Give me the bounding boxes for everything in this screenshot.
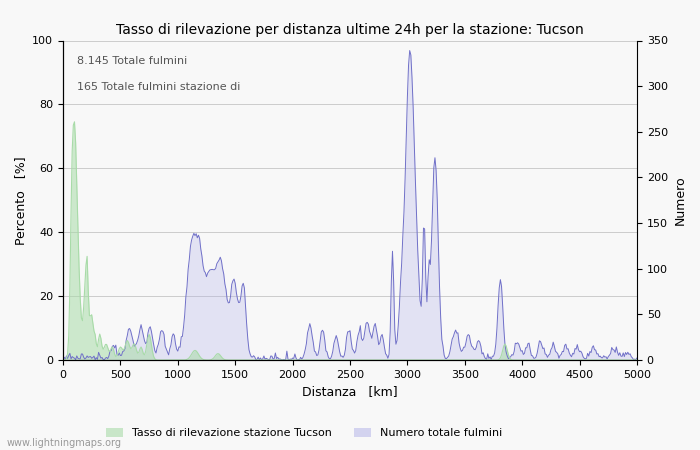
Text: 165 Totale fulmini stazione di: 165 Totale fulmini stazione di [77,82,241,92]
Legend: Tasso di rilevazione stazione Tucson, Numero totale fulmini: Tasso di rilevazione stazione Tucson, Nu… [102,423,506,443]
Text: 8.145 Totale fulmini: 8.145 Totale fulmini [77,57,188,67]
Text: www.lightningmaps.org: www.lightningmaps.org [7,438,122,448]
Title: Tasso di rilevazione per distanza ultime 24h per la stazione: Tucson: Tasso di rilevazione per distanza ultime… [116,22,584,36]
X-axis label: Distanza   [km]: Distanza [km] [302,385,398,398]
Y-axis label: Percento   [%]: Percento [%] [14,156,27,244]
Y-axis label: Numero: Numero [673,176,687,225]
